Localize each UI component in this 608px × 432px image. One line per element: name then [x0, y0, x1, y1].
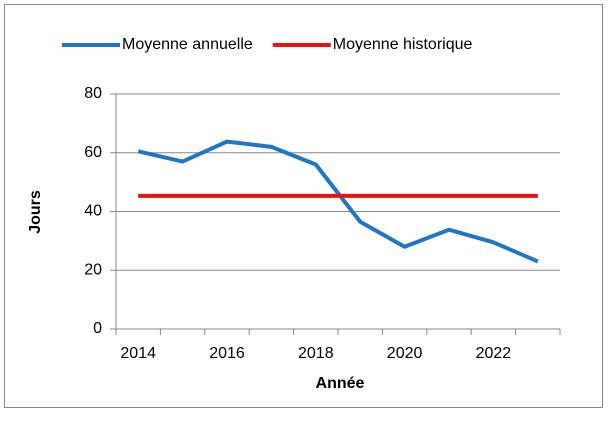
x-tick-label: 2018 — [298, 345, 334, 362]
y-tick-label: 60 — [84, 144, 102, 161]
y-tick-label: 0 — [93, 320, 102, 337]
legend-label: Moyenne historique — [333, 36, 473, 53]
y-tick-label: 40 — [84, 203, 102, 220]
chart-border — [4, 4, 603, 408]
x-tick-label: 2016 — [209, 345, 245, 362]
legend-label: Moyenne annuelle — [122, 36, 253, 53]
x-tick-label: 2014 — [120, 345, 156, 362]
y-axis-label: Jours — [27, 190, 44, 234]
x-axis-label: Année — [316, 375, 365, 392]
series-line — [137, 139, 539, 264]
y-tick-label: 80 — [84, 85, 102, 102]
x-tick-label: 2022 — [476, 345, 512, 362]
y-tick-label: 20 — [84, 261, 102, 278]
x-tick-label: 2020 — [387, 345, 423, 362]
